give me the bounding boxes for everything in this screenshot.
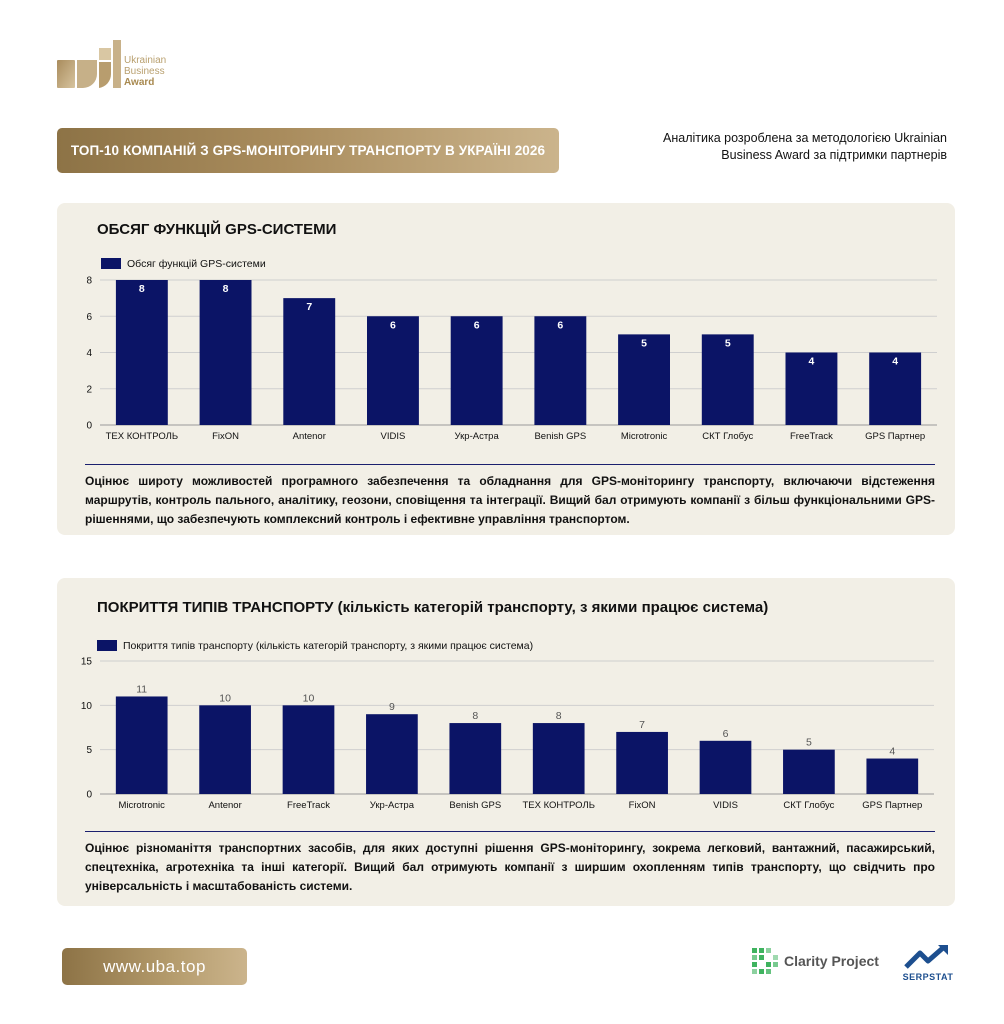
x-tick-label: Укр-Астра xyxy=(455,431,500,442)
bar xyxy=(450,316,503,425)
bar xyxy=(618,334,670,425)
logo-line-3: Award xyxy=(124,77,155,88)
page-title: ТОП-10 КОМПАНІЙ З GPS-МОНІТОРИНГУ ТРАНСП… xyxy=(70,143,546,158)
data-label: 4 xyxy=(892,356,898,368)
clarity-project-icon xyxy=(752,948,778,974)
bar xyxy=(869,352,922,425)
x-tick-label: Antenor xyxy=(208,800,241,811)
data-label: 5 xyxy=(725,337,731,349)
bar xyxy=(199,705,251,794)
website-link-button[interactable]: www.uba.top xyxy=(62,948,247,985)
chart-card-transport-coverage: ПОКРИТТЯ ТИПІВ ТРАНСПОРТУ (кількість кат… xyxy=(57,578,955,906)
x-tick-label: GPS Партнер xyxy=(862,800,922,811)
logo-text: Ukrainian Business Award xyxy=(124,55,166,88)
chart1-svg: 0 2 4 6 8 Обсяг функцій GPS-системи 8 ТЕХ КОНТР… xyxy=(86,258,937,442)
chart2-heading: ПОКРИТТЯ ТИПІВ ТРАНСПОРТУ (кількість кат… xyxy=(97,599,769,616)
data-label: 10 xyxy=(303,692,315,704)
bar xyxy=(616,731,668,794)
ukrainian-business-award-logo-icon xyxy=(57,40,121,88)
data-label: 8 xyxy=(139,283,145,295)
data-label: 5 xyxy=(641,337,647,349)
chart1-heading: ОБСЯГ ФУНКЦІЙ GPS-СИСТЕМИ xyxy=(97,221,337,238)
bar xyxy=(866,758,919,794)
legend-label: Покриття типів транспорту (кількість кат… xyxy=(123,640,533,652)
legend-label: Обсяг функцій GPS-системи xyxy=(127,258,266,270)
data-label: 5 xyxy=(806,737,812,749)
y-tick-label: 4 xyxy=(86,348,92,359)
bar xyxy=(367,316,419,425)
y-tick-label: 5 xyxy=(86,745,92,756)
y-tick-label: 10 xyxy=(81,701,93,712)
chart2-svg: 0 5 10 15 Покриття типів транспорту (кількіс… xyxy=(81,640,934,811)
data-label: 9 xyxy=(389,701,395,713)
logo-line-2: Business xyxy=(124,66,165,77)
x-tick-label: Benish GPS xyxy=(534,431,586,442)
data-label: 6 xyxy=(557,319,563,331)
x-tick-label: Benish GPS xyxy=(449,800,501,811)
chart2-description: Оцінює різноманіття транспортних засобів… xyxy=(85,831,935,896)
data-label: 8 xyxy=(472,710,478,722)
data-label: 7 xyxy=(639,719,645,731)
bar xyxy=(701,334,754,425)
x-tick-label: Microtronic xyxy=(118,800,165,811)
data-label: 4 xyxy=(889,746,895,758)
legend-swatch xyxy=(97,640,117,651)
methodology-note: Аналітика розроблена за методологією Ukr… xyxy=(663,131,947,162)
data-label: 6 xyxy=(474,319,480,331)
page-title-banner: ТОП-10 КОМПАНІЙ З GPS-МОНІТОРИНГУ ТРАНСП… xyxy=(57,128,559,173)
x-tick-label: СКТ Глобус xyxy=(702,431,753,442)
x-tick-label: VIDIS xyxy=(713,800,738,811)
x-tick-label: Укр-Астра xyxy=(370,800,415,811)
chart1-description: Оцінює широту можливостей програмного за… xyxy=(85,464,935,529)
y-tick-label: 0 xyxy=(86,790,92,801)
data-label: 10 xyxy=(219,692,231,704)
bar xyxy=(449,723,502,794)
data-label: 8 xyxy=(556,710,562,722)
logo-line-1: Ukrainian xyxy=(124,55,167,66)
x-tick-label: GPS Партнер xyxy=(865,431,925,442)
bar xyxy=(199,280,252,425)
bar xyxy=(699,740,752,794)
bar xyxy=(282,705,335,794)
clarity-project-logo: Clarity Project xyxy=(752,947,879,975)
x-tick-label: СКТ Глобус xyxy=(783,800,834,811)
chart-card-gps-functions: ОБСЯГ ФУНКЦІЙ GPS-СИСТЕМИ 0 2 4 6 8 Обсяг фун… xyxy=(57,203,955,535)
x-tick-label: Microtronic xyxy=(621,431,668,442)
x-tick-label: ТЕХ КОНТРОЛЬ xyxy=(106,431,178,442)
data-label: 4 xyxy=(809,356,815,368)
legend-swatch xyxy=(101,258,121,269)
serpstat-label: SERPSTAT xyxy=(902,972,954,982)
data-label: 11 xyxy=(136,683,147,695)
y-tick-label: 8 xyxy=(86,276,92,287)
bar xyxy=(115,696,168,794)
y-tick-label: 15 xyxy=(81,657,93,668)
x-tick-label: ТЕХ КОНТРОЛЬ xyxy=(522,800,594,811)
bar xyxy=(366,714,418,794)
x-tick-label: FreeTrack xyxy=(287,800,330,811)
x-tick-label: VIDIS xyxy=(381,431,406,442)
data-label: 6 xyxy=(390,319,396,331)
bar xyxy=(115,280,168,425)
y-tick-label: 6 xyxy=(86,312,92,323)
bar xyxy=(785,352,838,425)
website-url[interactable]: www.uba.top xyxy=(103,956,206,976)
x-tick-label: FreeTrack xyxy=(790,431,833,442)
clarity-project-label: Clarity Project xyxy=(784,953,879,969)
data-label: 7 xyxy=(306,301,312,313)
data-label: 6 xyxy=(723,728,729,740)
y-tick-label: 0 xyxy=(86,421,92,432)
serpstat-logo-icon xyxy=(904,945,948,969)
y-tick-label: 2 xyxy=(86,384,92,395)
bar xyxy=(532,723,585,794)
bar xyxy=(283,298,336,425)
x-tick-label: FixON xyxy=(212,431,239,442)
bar xyxy=(783,749,835,794)
x-tick-label: FixON xyxy=(629,800,656,811)
data-label: 8 xyxy=(223,283,229,295)
x-tick-label: Antenor xyxy=(293,431,326,442)
bar xyxy=(534,316,587,425)
